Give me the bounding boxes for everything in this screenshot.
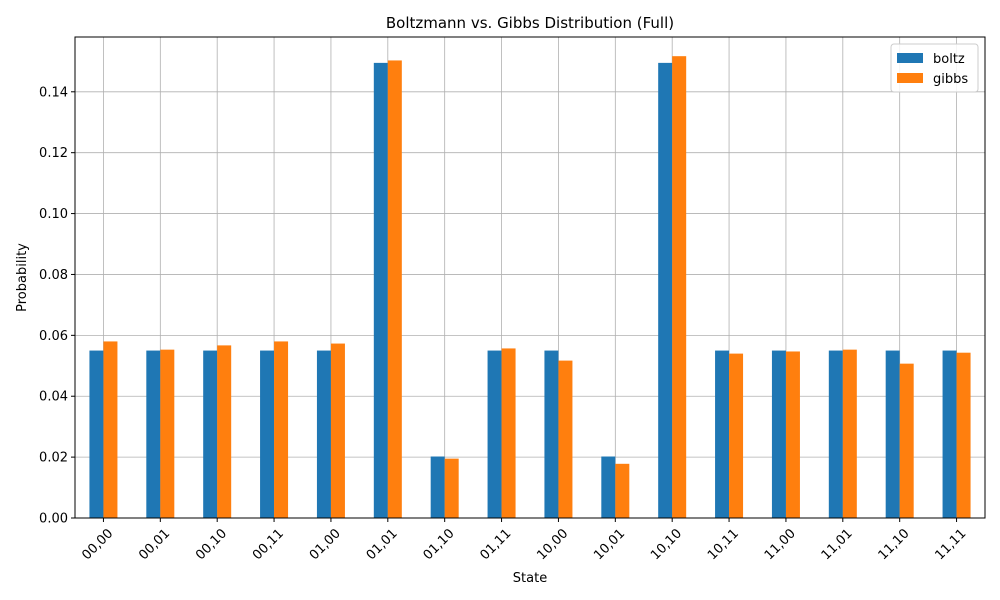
plot-frame (74, 36, 986, 519)
chart-title: Boltzmann vs. Gibbs Distribution (Full) (386, 14, 674, 32)
bar-gibbs (956, 352, 971, 518)
bar-boltz (316, 350, 331, 518)
legend-label-gibbs: gibbs (933, 72, 968, 87)
bar-gibbs (444, 458, 459, 518)
bar-boltz (715, 350, 730, 518)
legend-label-boltz: boltz (933, 52, 965, 67)
y-tick-label: 0.02 (39, 451, 68, 466)
bar-boltz (260, 350, 275, 518)
bar-boltz (146, 350, 161, 518)
bar-gibbs (672, 56, 687, 519)
bar-gibbs (501, 348, 516, 518)
bar-boltz (942, 350, 957, 518)
bar-gibbs (785, 351, 800, 518)
legend-swatch-boltz (897, 53, 923, 63)
bar-gibbs (274, 341, 289, 518)
bar-gibbs (103, 341, 118, 518)
bar-boltz (430, 456, 445, 518)
bar-boltz (544, 350, 559, 518)
bar-boltz (885, 350, 900, 518)
x-axis-title: State (513, 571, 547, 586)
bar-gibbs (899, 363, 914, 518)
bar-boltz (771, 350, 786, 518)
y-tick-label: 0.10 (39, 207, 68, 222)
y-tick-label: 0.04 (39, 390, 68, 405)
bar-boltz (601, 456, 616, 518)
y-tick-label: 0.00 (39, 512, 68, 527)
bar-boltz (658, 62, 673, 518)
bar-boltz (828, 350, 843, 518)
bar-gibbs (615, 463, 630, 518)
bar-boltz (89, 350, 104, 518)
y-tick-label: 0.08 (39, 268, 68, 283)
bar-gibbs (842, 349, 857, 518)
legend-swatch-gibbs (897, 73, 923, 83)
bar-gibbs (160, 349, 175, 518)
bar-boltz (373, 62, 388, 518)
y-axis-title: Probability (15, 243, 30, 312)
bar-gibbs (387, 60, 402, 519)
bar-gibbs (330, 343, 345, 518)
bar-gibbs (217, 345, 232, 518)
legend: boltz gibbs (890, 43, 979, 93)
y-tick-label: 0.12 (39, 146, 68, 161)
bar-gibbs (558, 360, 573, 518)
bar-boltz (203, 350, 218, 518)
bar-boltz (487, 350, 502, 518)
y-tick-label: 0.06 (39, 329, 68, 344)
bars (89, 56, 971, 519)
bar-gibbs (729, 353, 744, 518)
y-tick-label: 0.14 (39, 85, 68, 100)
